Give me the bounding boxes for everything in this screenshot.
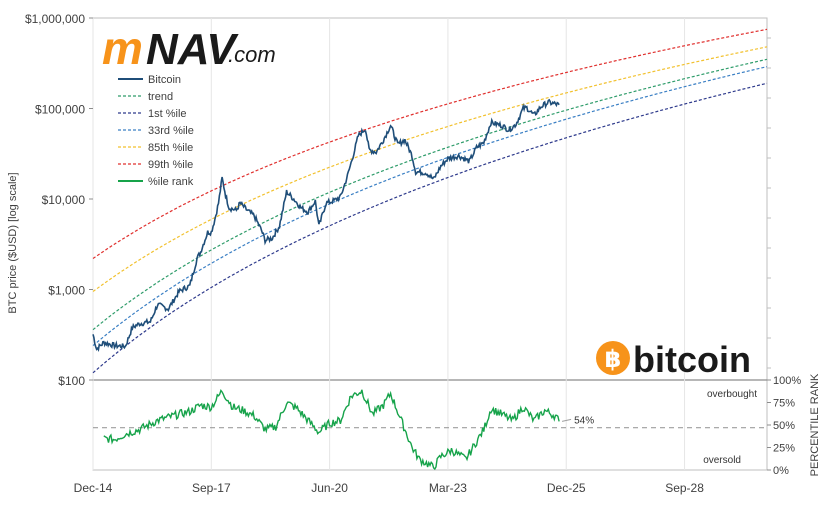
mnav-logo-dotcom: .com: [228, 42, 276, 67]
bitcoin-coin-icon: [596, 341, 630, 375]
overbought-label: overbought: [707, 389, 757, 400]
svg-text:Bitcoin: Bitcoin: [148, 74, 181, 86]
legend-item-99th-percentile: 99th %ile: [118, 159, 193, 171]
legend-item-bitcoin: Bitcoin: [118, 74, 181, 86]
bitcoin-logo: ฿ bitcoin: [596, 339, 751, 380]
current-rank-label: 54%: [574, 415, 594, 426]
x-tick-label: Dec-14: [74, 481, 113, 495]
bitcoin-symbol: ฿: [605, 345, 622, 373]
right-tick-label: 100%: [773, 375, 801, 387]
right-tick-label: 50%: [773, 420, 795, 432]
band-99th-ile: [92, 28, 768, 259]
percentile-rank-line: [103, 389, 560, 471]
right-axis-ticks: 0% 25% 50% 75% 100%: [767, 37, 801, 477]
x-tick-label: Jun-20: [311, 481, 348, 495]
svg-text:%ile rank: %ile rank: [148, 176, 194, 188]
x-tick-label: Sep-28: [665, 481, 704, 495]
y-tick-label: $1,000: [48, 284, 85, 298]
y-axis-title: BTC price ($USD) [log scale]: [7, 172, 19, 313]
svg-text:99th %ile: 99th %ile: [148, 159, 193, 171]
x-axis-ticks: Dec-14 Sep-17 Jun-20 Mar-23 Dec-25 Sep-28: [74, 481, 705, 495]
legend: Bitcoin trend 1st %ile 33rd %ile 85th %i…: [118, 74, 194, 188]
y-tick-label: $100,000: [35, 103, 85, 117]
band-trend: [92, 58, 768, 331]
right-axis-title: PERCENTILE RANK: [809, 373, 821, 476]
percentile-bands: [92, 28, 768, 374]
bitcoin-price-line: [92, 98, 560, 352]
right-tick-label: 75%: [773, 398, 795, 410]
bitcoin-price-series: [92, 98, 560, 352]
oversold-label: oversold: [703, 455, 741, 466]
y-tick-label: $10,000: [42, 193, 86, 207]
band-33rd-ile: [92, 66, 768, 347]
svg-text:1st %ile: 1st %ile: [148, 108, 187, 120]
svg-text:trend: trend: [148, 91, 173, 103]
y-tick-label: $100: [58, 374, 85, 388]
legend-item-85th-percentile: 85th %ile: [118, 142, 193, 154]
band-85th-ile: [92, 46, 768, 292]
bitcoin-wordmark: bitcoin: [633, 339, 751, 380]
svg-text:85th %ile: 85th %ile: [148, 142, 193, 154]
legend-item-percentile-rank: %ile rank: [118, 176, 194, 188]
right-tick-label: 0%: [773, 465, 789, 477]
legend-item-1st-percentile: 1st %ile: [118, 108, 187, 120]
mnav-logo-nav: NAV: [146, 25, 239, 74]
current-rank-leader: [561, 418, 572, 422]
y-tick-label: $1,000,000: [25, 12, 85, 26]
y-axis-ticks: $100 $1,000 $10,000 $100,000 $1,000,000: [25, 12, 93, 388]
mnav-logo: m NAV .com: [102, 22, 276, 74]
plot-area: [92, 17, 768, 471]
svg-text:33rd %ile: 33rd %ile: [148, 125, 194, 137]
x-tick-label: Mar-23: [429, 481, 467, 495]
legend-item-33rd-percentile: 33rd %ile: [118, 125, 194, 137]
percentile-rank-panel: [93, 389, 767, 471]
right-tick-label: 25%: [773, 443, 795, 455]
x-tick-label: Sep-17: [192, 481, 231, 495]
mnav-logo-m: m: [102, 22, 143, 74]
x-tick-label: Dec-25: [547, 481, 586, 495]
legend-item-trend: trend: [118, 91, 173, 103]
